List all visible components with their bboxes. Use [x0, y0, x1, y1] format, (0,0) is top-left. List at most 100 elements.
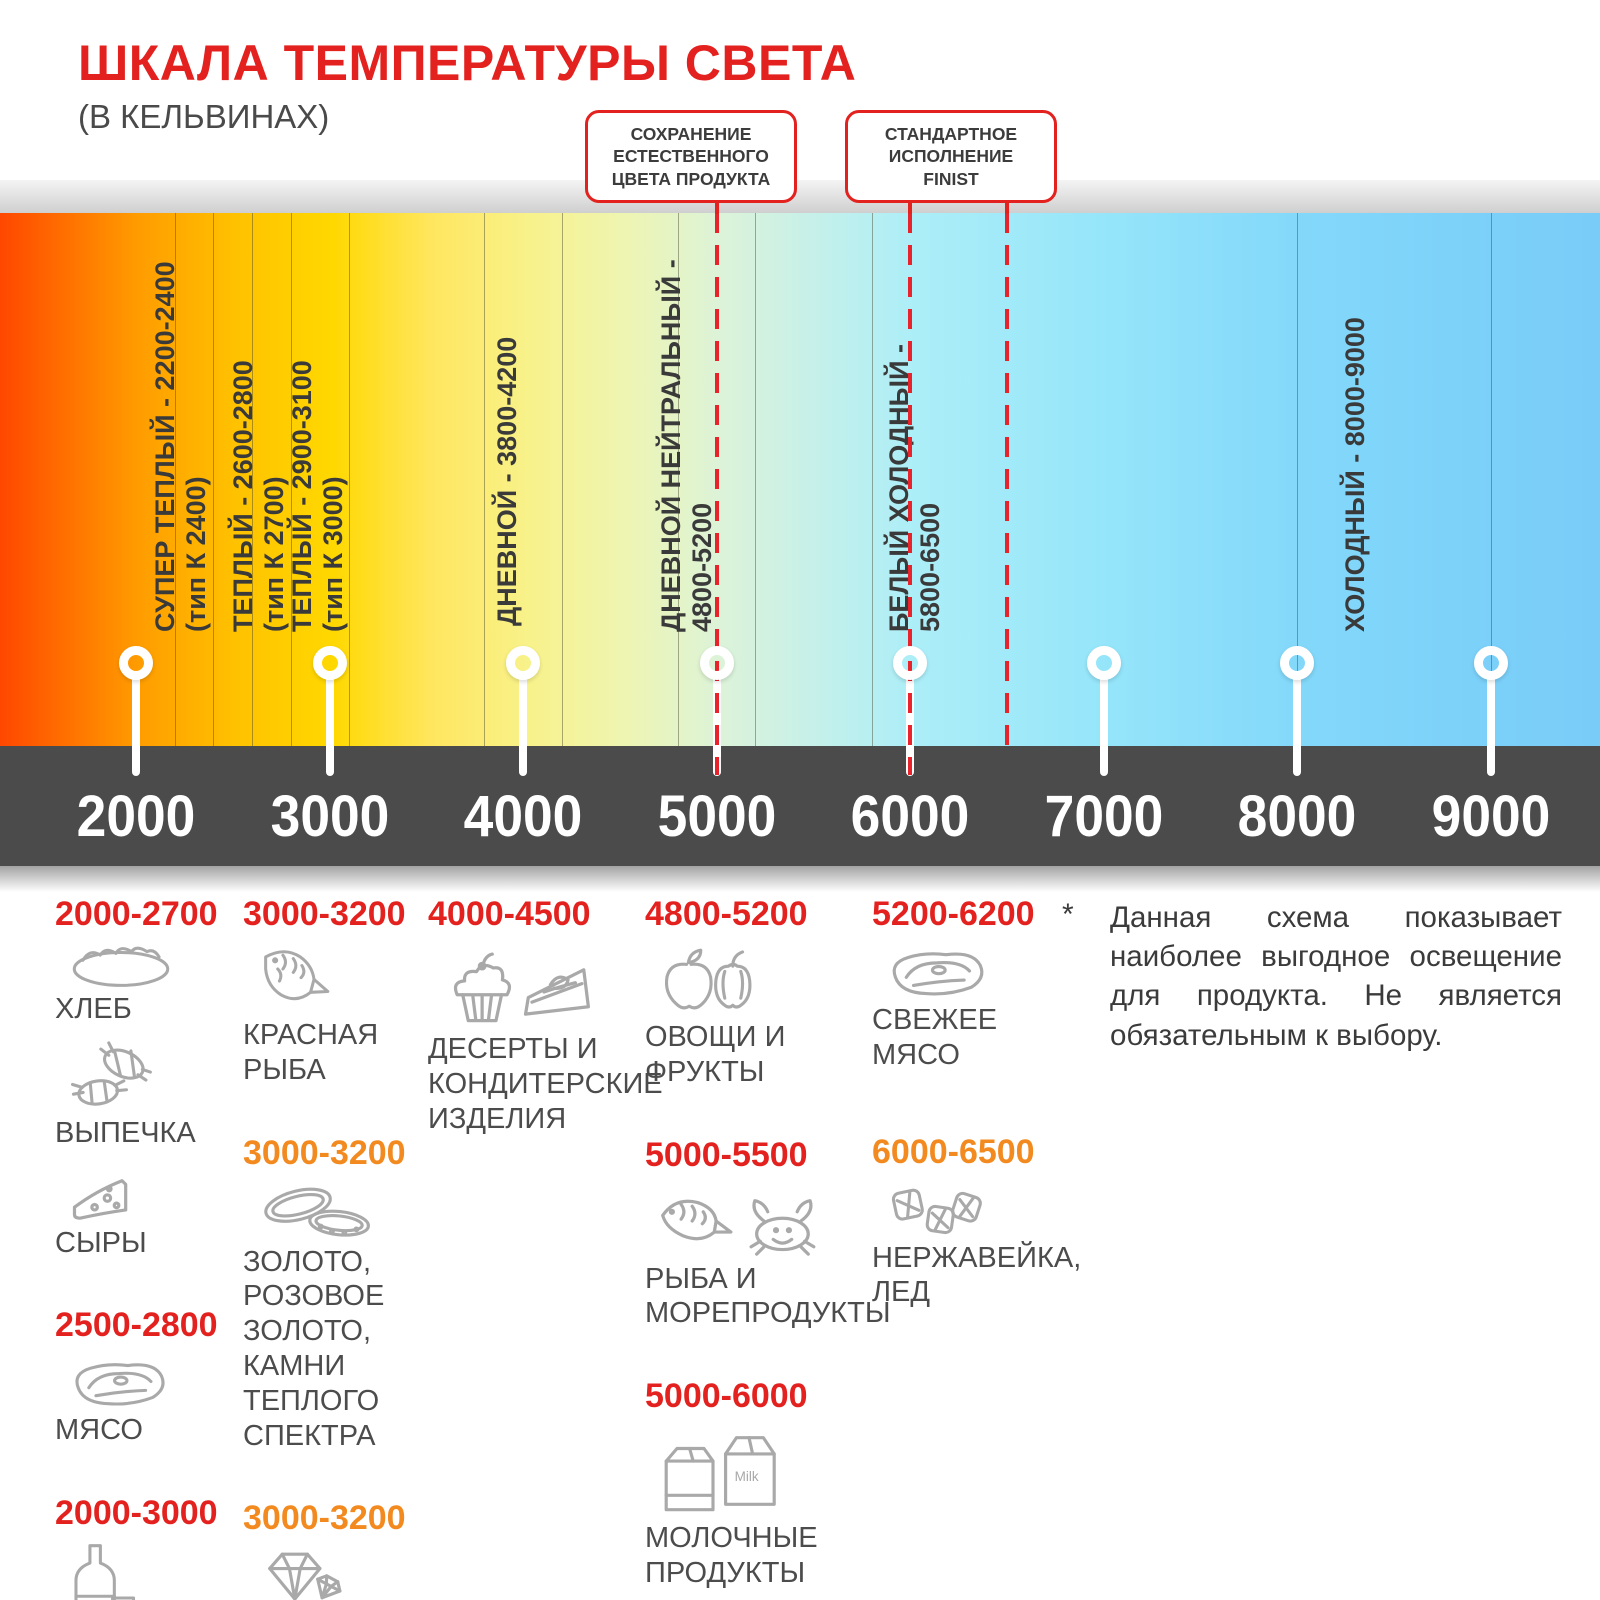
gridline-4200: [562, 213, 563, 746]
marker-ring-7000: [1087, 646, 1121, 680]
entry-label: КРАСНАЯ РЫБА: [243, 1019, 379, 1086]
entry-bread: ХЛЕБ: [55, 943, 235, 1027]
entry-stainless-ice: НЕРЖАВЕЙКА, ЛЕД: [872, 1181, 1082, 1311]
dashed-line-5000: [715, 213, 719, 775]
dashed-line-6000: [908, 213, 912, 775]
tick-3000: 3000: [270, 784, 390, 849]
tick-7000: 7000: [1044, 784, 1164, 849]
entry-label: НЕРЖАВЕЙКА, ЛЕД: [872, 1241, 1082, 1309]
gridline-4800: [678, 213, 679, 746]
entry-label: ЗОЛОТО, РОЗОВОЕ ЗОЛОТО, КАМНИ ТЕПЛОГО СП…: [243, 1245, 385, 1452]
range-label: 4800-5200: [645, 895, 808, 933]
tick-4000: 4000: [463, 784, 583, 849]
zone-label-sub: 4800-5200: [687, 502, 717, 632]
ice-cubes-icon: [886, 1181, 1077, 1237]
header: ШКАЛА ТЕМПЕРАТУРЫ СВЕТА (В КЕЛЬВИНАХ): [78, 34, 856, 136]
entry-label: СЫРЫ: [55, 1226, 147, 1259]
page-title: ШКАЛА ТЕМПЕРАТУРЫ СВЕТА: [78, 35, 857, 91]
range-label: 3000-3200: [243, 1133, 406, 1172]
entry-label: ДЕСЕРТЫ И КОНДИТЕРСКИЕ ИЗДЕЛИЯ: [428, 1033, 663, 1135]
category-column-4: 4800-5200 ОВОЩИ И ФРУКТЫ 5000-5500: [645, 895, 955, 1600]
range-label: 3000-3200: [243, 895, 406, 933]
zone-label-super-warm: СУПЕР ТЕПЛЫЙ - 2200-2400 (тип К 2400): [150, 261, 212, 632]
gridline-2800: [291, 213, 292, 746]
marker-ring-9000: [1474, 646, 1508, 680]
range-label: 3000-3200: [243, 1499, 406, 1538]
top-shadow-band: [0, 180, 1600, 213]
marker-stem-9000: [1487, 676, 1495, 776]
tick-6000: 6000: [850, 784, 970, 849]
range-label: 2000-2700: [55, 895, 218, 933]
apple-pepper-icon: [659, 943, 955, 1016]
entry-label: РЫБА И МОРЕПРОДУКТЫ: [645, 1262, 891, 1330]
range-label: 2000-3000: [55, 1494, 218, 1533]
zone-label-text: ТЕПЛЫЙ - 2600-2800: [228, 360, 258, 632]
page-subtitle: (В КЕЛЬВИНАХ): [78, 98, 330, 135]
entry-label: ХЛЕБ: [55, 993, 132, 1025]
zone-label-sub: (тип К 2700): [259, 476, 289, 632]
entry-label: СВЕЖЕЕ МЯСО: [872, 1004, 998, 1071]
zone-label-sub: (тип К 3000): [318, 476, 348, 632]
footnote-asterisk: *: [1062, 898, 1074, 931]
footnote: * Данная схема показывает наиболее выгод…: [1062, 898, 1562, 1055]
steak-icon: [886, 943, 1077, 999]
gridline-3800: [484, 213, 485, 746]
zone-label-text: ХОЛОДНЫЙ - 8000-9000: [1340, 317, 1370, 632]
zone-label-text: ДНЕВНОЙ - 3800-4200: [492, 336, 522, 626]
entry-fruits-vegetables: ОВОЩИ И ФРУКТЫ: [645, 943, 955, 1090]
category-column-2: 3000-3200 КРАСНАЯ РЫБА 3000-3200: [243, 895, 488, 1600]
gridline-8000: [1297, 213, 1298, 746]
tick-5000: 5000: [657, 784, 777, 849]
zone-label-white-cold: БЕЛЫЙ ХОЛОДНЫЙ - 5800-6500: [884, 344, 946, 632]
marker-stem-4000: [519, 676, 527, 776]
entry-label: МЯСО: [55, 1414, 143, 1447]
range-label: 5200-6200: [872, 895, 1035, 933]
entry-label: ОВОЩИ И ФРУКТЫ: [645, 1021, 786, 1088]
entry-cheese: СЫРЫ: [55, 1165, 235, 1261]
footnote-text: Данная схема показывает наиболее выгодно…: [1110, 901, 1562, 1052]
zone-label-cold: ХОЛОДНЫЙ - 8000-9000: [1340, 317, 1371, 632]
entry-fresh-meat: СВЕЖЕЕ МЯСО: [872, 943, 1077, 1073]
milk-cartons-icon: Milk: [659, 1425, 955, 1517]
croissant-icon: [69, 1041, 235, 1112]
marker-ring-6000: [893, 646, 927, 680]
marker-stem-3000: [326, 676, 334, 776]
range-label: 6000-6500: [872, 1132, 1035, 1171]
zone-label-warm-3000: ТЕПЛЫЙ - 2900-3100 (тип К 3000): [287, 360, 349, 632]
gridline-2400: [213, 213, 214, 746]
alcohol-bottle-glass-icon: [69, 1542, 235, 1600]
callout-stem-6500: [1005, 193, 1009, 214]
callout-natural-color: СОХРАНЕНИЕ ЕСТЕСТВЕННОГО ЦВЕТА ПРОДУКТА: [585, 110, 797, 204]
fish-icon: [257, 943, 488, 1014]
cupcake-cake-icon: [442, 943, 643, 1028]
callout-stem-5000: [715, 193, 719, 214]
entry-gold-jewelry: ЗОЛОТО, РОЗОВОЕ ЗОЛОТО, КАМНИ ТЕПЛОГО СП…: [243, 1182, 488, 1454]
rings-icon: [257, 1182, 488, 1241]
gridline-9000: [1491, 213, 1492, 746]
zone-label-daylight-neutral: ДНЕВНОЙ НЕЙТРАЛЬНЫЙ - 4800-5200: [656, 259, 718, 632]
range-label: 4000-4500: [428, 895, 591, 933]
marker-stem-7000: [1100, 676, 1108, 776]
entry-desserts: ДЕСЕРТЫ И КОНДИТЕРСКИЕ ИЗДЕЛИЯ: [428, 943, 663, 1136]
meat-icon: [69, 1354, 235, 1409]
gridline-3100: [349, 213, 350, 746]
bottom-shadow-band: [0, 866, 1600, 892]
kelvin-gradient-bar: [0, 213, 1600, 746]
fish-crab-icon: [659, 1184, 955, 1258]
entry-label: МОЛОЧНЫЕ ПРОДУКТЫ: [645, 1522, 818, 1589]
cheese-icon: [69, 1165, 235, 1222]
tick-2000: 2000: [76, 784, 196, 849]
entry-silver-diamonds: СЕРЕБРО И БРИЛЛИАНТЫ: [243, 1547, 488, 1600]
category-column-1: 2000-2700 ХЛЕБ ВЫПЕЧКА: [55, 895, 235, 1600]
gridline-2600: [252, 213, 253, 746]
zone-label-sub: 5800-6500: [915, 502, 945, 632]
callout-natural-color-text: СОХРАНЕНИЕ ЕСТЕСТВЕННОГО ЦВЕТА ПРОДУКТА: [611, 124, 771, 189]
gridline-5800: [872, 213, 873, 746]
range-label: 5000-5500: [645, 1135, 808, 1174]
bread-icon: [69, 943, 235, 988]
zone-label-text: СУПЕР ТЕПЛЫЙ - 2200-2400: [150, 261, 180, 632]
dashed-line-6500: [1005, 213, 1009, 746]
callout-finist-standard-text: СТАНДАРТНОЕ ИСПОЛНЕНИЕ FINIST: [884, 124, 1018, 189]
entry-seafood: РЫБА И МОРЕПРОДУКТЫ: [645, 1184, 955, 1332]
